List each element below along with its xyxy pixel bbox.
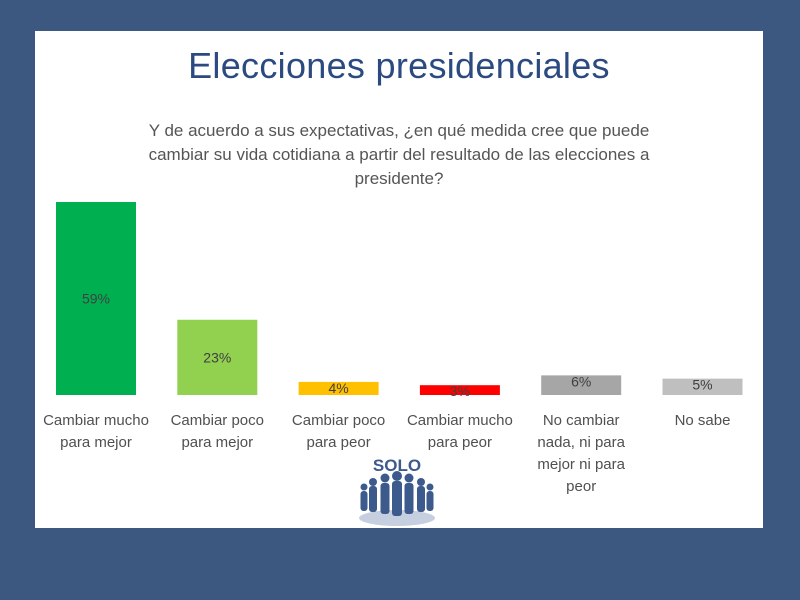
page-title: Elecciones presidenciales [188, 45, 610, 86]
bar-chart: 59% Cambiar mucho para mejor 23% Cambiar poc… [43, 202, 743, 495]
bar-2 [177, 319, 258, 395]
category-label-5: No cambiar nada, ni para mejor ni para peor [537, 412, 625, 495]
slide-panel: Elecciones presidenciales Y de acuerdo a… [35, 31, 763, 528]
data-label-6: 5% [692, 377, 712, 393]
data-label-2: 23% [203, 349, 231, 365]
bar-6 [662, 378, 743, 395]
bar-4 [419, 385, 500, 395]
category-label-1: Cambiar mucho para mejor [43, 412, 149, 451]
data-label-3: 4% [328, 380, 348, 396]
data-label-4: 3% [450, 383, 470, 399]
bar-3 [298, 381, 379, 395]
logo-text: SOLO [373, 456, 421, 475]
category-label-4: Cambiar mucho para peor [407, 412, 513, 451]
solo-logo: SOLO [359, 456, 435, 526]
bar-1 [56, 202, 136, 395]
category-label-3: Cambiar poco para peor [292, 412, 385, 451]
data-label-5: 6% [571, 373, 591, 389]
logo-shadow [359, 510, 435, 526]
bar-5 [541, 375, 622, 395]
category-label-2: Cambiar poco para mejor [171, 412, 264, 451]
data-label-1: 59% [82, 291, 110, 307]
category-label-6: No sabe [675, 412, 731, 429]
people-crowd-icon [360, 471, 434, 516]
survey-question: Y de acuerdo a sus expectativas, ¿en qué… [148, 121, 650, 188]
